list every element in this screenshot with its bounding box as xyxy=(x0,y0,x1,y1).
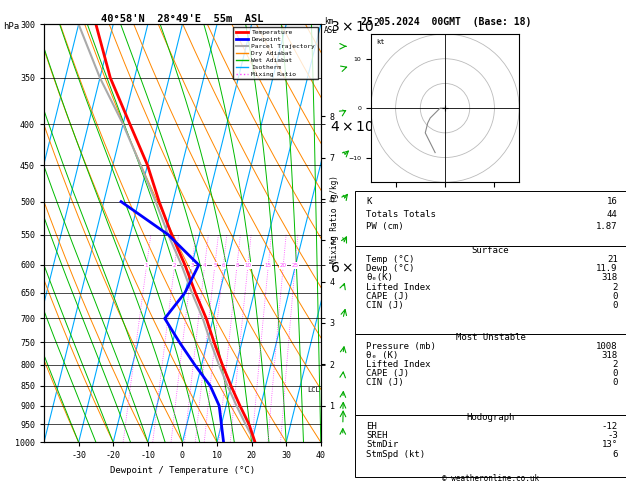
Text: 2: 2 xyxy=(613,360,618,369)
Text: 318: 318 xyxy=(601,351,618,360)
Title: 40°58'N  28°49'E  55m  ASL: 40°58'N 28°49'E 55m ASL xyxy=(101,14,264,23)
Text: Most Unstable: Most Unstable xyxy=(455,332,526,342)
Text: hPa: hPa xyxy=(3,22,19,31)
Text: PW (cm): PW (cm) xyxy=(366,222,404,231)
Text: 15: 15 xyxy=(265,263,272,268)
Text: θₑ(K): θₑ(K) xyxy=(366,274,393,282)
Text: EH: EH xyxy=(366,422,377,431)
Text: 6: 6 xyxy=(613,450,618,459)
Text: 1.87: 1.87 xyxy=(596,222,618,231)
Text: 318: 318 xyxy=(601,274,618,282)
Bar xyxy=(355,334,626,415)
Text: 11.9: 11.9 xyxy=(596,264,618,273)
Text: Dewp (°C): Dewp (°C) xyxy=(366,264,415,273)
Text: Mixing Ratio (g/kg): Mixing Ratio (g/kg) xyxy=(330,175,339,262)
Text: 25.05.2024  00GMT  (Base: 18): 25.05.2024 00GMT (Base: 18) xyxy=(362,17,532,27)
Text: StmDir: StmDir xyxy=(366,440,398,450)
Text: CIN (J): CIN (J) xyxy=(366,301,404,310)
Text: 1: 1 xyxy=(145,263,148,268)
Text: -12: -12 xyxy=(601,422,618,431)
Text: Lifted Index: Lifted Index xyxy=(366,282,431,292)
Bar xyxy=(355,415,626,477)
Text: 4: 4 xyxy=(203,263,206,268)
Text: Pressure (mb): Pressure (mb) xyxy=(366,342,436,351)
Text: © weatheronline.co.uk: © weatheronline.co.uk xyxy=(442,474,539,483)
Text: K: K xyxy=(366,197,372,207)
Text: Lifted Index: Lifted Index xyxy=(366,360,431,369)
Text: Surface: Surface xyxy=(472,246,509,255)
Text: 3: 3 xyxy=(190,263,194,268)
Text: 2: 2 xyxy=(613,282,618,292)
Text: 6: 6 xyxy=(221,263,225,268)
Text: Totals Totals: Totals Totals xyxy=(366,209,436,219)
Bar xyxy=(355,246,626,334)
Text: 0: 0 xyxy=(613,378,618,387)
Text: 10: 10 xyxy=(245,263,252,268)
Text: 1008: 1008 xyxy=(596,342,618,351)
Text: 21: 21 xyxy=(607,255,618,264)
Text: CIN (J): CIN (J) xyxy=(366,378,404,387)
Text: StmSpd (kt): StmSpd (kt) xyxy=(366,450,425,459)
Text: kt: kt xyxy=(376,39,384,45)
Text: 2: 2 xyxy=(173,263,176,268)
Text: km
ASL: km ASL xyxy=(324,17,338,35)
Text: 16: 16 xyxy=(607,197,618,207)
Text: 5: 5 xyxy=(213,263,216,268)
Text: Temp (°C): Temp (°C) xyxy=(366,255,415,264)
Text: 8: 8 xyxy=(235,263,239,268)
Text: 20: 20 xyxy=(280,263,287,268)
Text: θₑ (K): θₑ (K) xyxy=(366,351,398,360)
Text: 25: 25 xyxy=(292,263,299,268)
Text: CAPE (J): CAPE (J) xyxy=(366,292,409,301)
Text: -3: -3 xyxy=(607,432,618,440)
Text: 44: 44 xyxy=(607,209,618,219)
Text: Hodograph: Hodograph xyxy=(467,413,515,422)
Text: CAPE (J): CAPE (J) xyxy=(366,369,409,378)
Text: 0: 0 xyxy=(613,369,618,378)
Text: LCL: LCL xyxy=(307,387,320,393)
Text: 0: 0 xyxy=(613,292,618,301)
Text: 0: 0 xyxy=(613,301,618,310)
Text: SREH: SREH xyxy=(366,432,387,440)
Bar xyxy=(355,191,626,246)
Text: 13°: 13° xyxy=(601,440,618,450)
X-axis label: Dewpoint / Temperature (°C): Dewpoint / Temperature (°C) xyxy=(110,466,255,475)
Legend: Temperature, Dewpoint, Parcel Trajectory, Dry Adiabat, Wet Adiabat, Isotherm, Mi: Temperature, Dewpoint, Parcel Trajectory… xyxy=(233,27,318,79)
